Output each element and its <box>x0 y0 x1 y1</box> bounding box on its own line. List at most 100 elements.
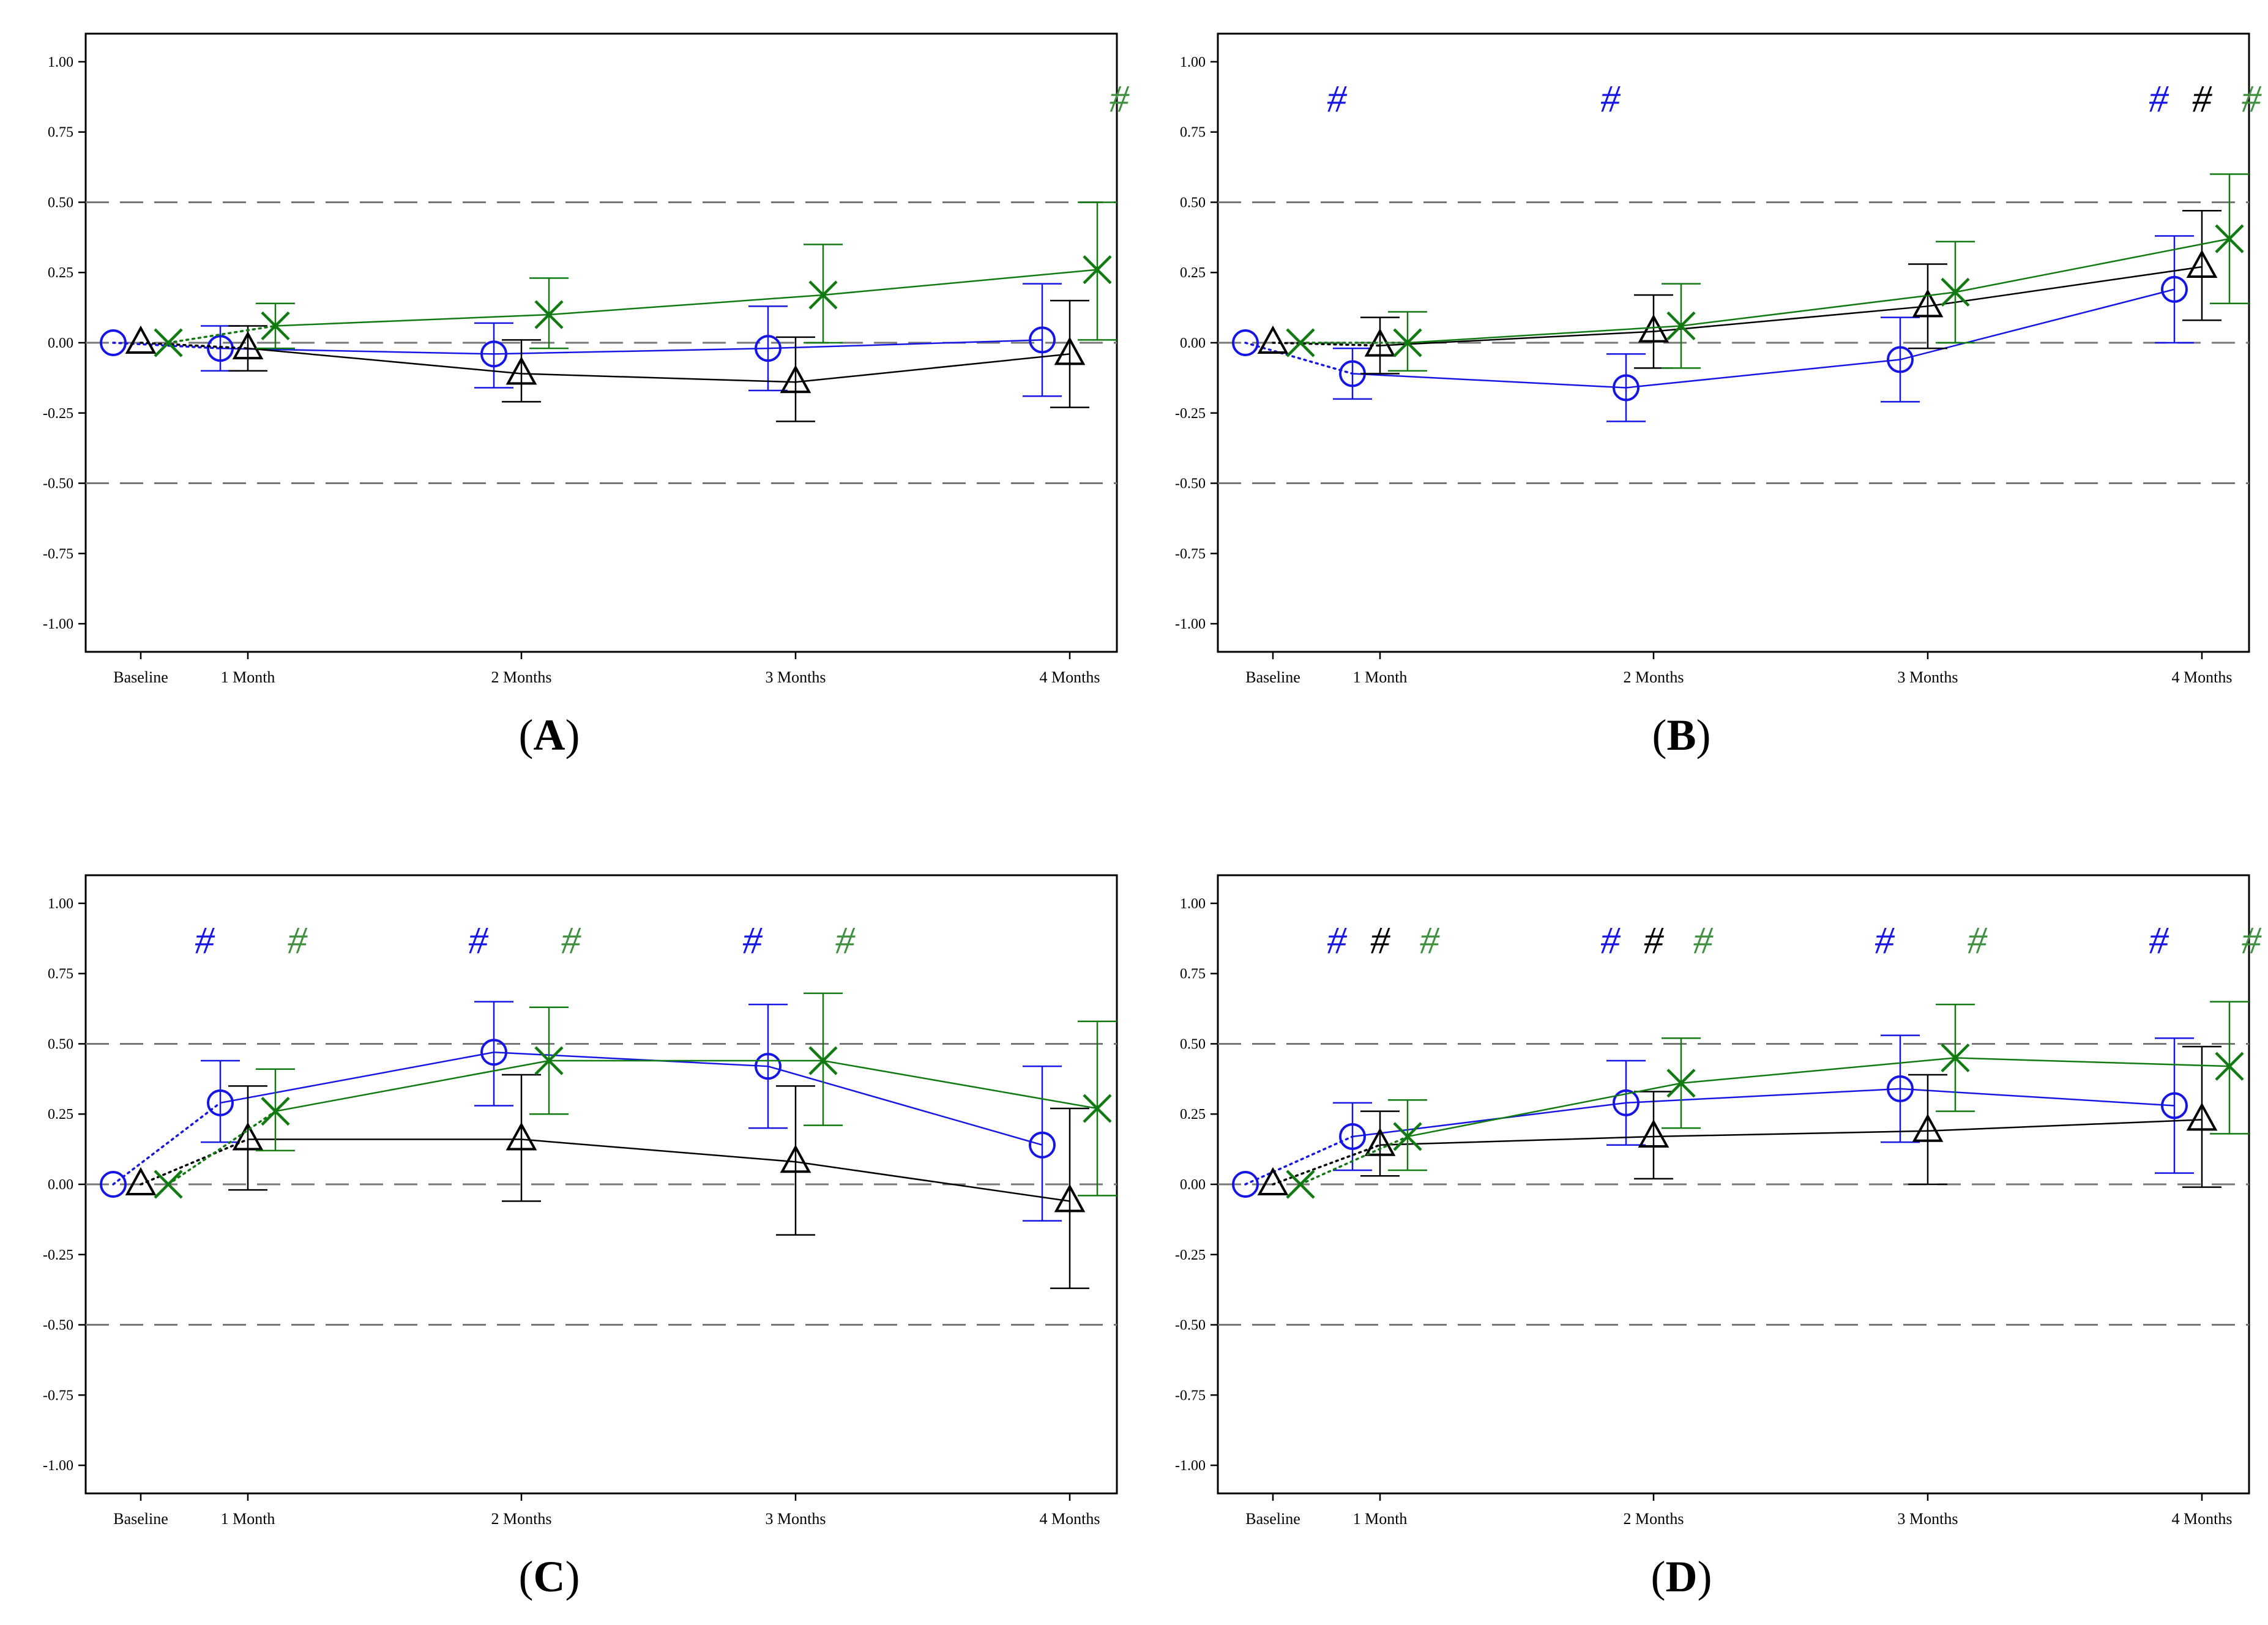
y-tick-label: -0.50 <box>43 476 73 492</box>
significance-mark-cross: # <box>1110 77 1130 121</box>
series-circle-error-bar <box>201 1059 240 1143</box>
y-tick-label: -0.75 <box>1175 1388 1206 1403</box>
y-tick-label: 1.00 <box>1180 54 1206 70</box>
series-circle-error-bar <box>2155 235 2194 344</box>
series-circle-point <box>1232 329 1259 356</box>
cross-stroke <box>1393 328 1422 357</box>
series-circle-error-bar <box>474 322 513 389</box>
series-circle-error-bar <box>2155 1037 2194 1174</box>
y-tick-label: -1.00 <box>43 1458 73 1474</box>
series-circle-point <box>1029 326 1056 354</box>
series-cross-point <box>1083 255 1112 285</box>
significance-mark-cross: # <box>1420 919 1440 962</box>
cross-stroke <box>154 328 183 357</box>
y-tick-label: -0.25 <box>43 406 73 422</box>
series-circle-line <box>1352 1088 2175 1138</box>
series-circle-error-bar <box>474 1001 513 1107</box>
y-tick-label: 0.25 <box>48 265 73 281</box>
series-cross-point <box>534 1046 564 1075</box>
y-tick-label: -0.75 <box>43 546 73 562</box>
series-triangle-point <box>1054 1184 1086 1212</box>
series-cross-point <box>1083 1094 1112 1123</box>
series-cross-line <box>1407 237 2230 344</box>
series-circle-error-bar <box>1881 1034 1920 1143</box>
cross-stroke <box>1083 1094 1112 1123</box>
series-circle-error-bar <box>748 1003 788 1129</box>
series-triangle-error-bar <box>1360 1110 1400 1177</box>
x-tick-label: 3 Months <box>766 1510 826 1528</box>
cross-stroke <box>2215 224 2244 253</box>
x-tick-label: 3 Months <box>766 668 826 686</box>
series-triangle-line <box>1379 266 2203 346</box>
y-tick-label: -1.00 <box>43 616 73 632</box>
cross-stroke <box>1083 255 1112 285</box>
cross-stroke <box>1286 328 1315 357</box>
series-circle-point <box>100 1171 127 1198</box>
series-triangle-point <box>1364 1127 1396 1156</box>
series-circle-point <box>100 329 127 356</box>
y-tick-label: -0.25 <box>1175 406 1206 422</box>
significance-mark-cross: # <box>2242 919 2262 962</box>
series-cross-baseline-segment <box>1299 1135 1409 1186</box>
x-tick-label: Baseline <box>113 668 168 686</box>
y-tick-label: 1.00 <box>48 54 73 70</box>
series-circle-error-bar <box>748 305 788 392</box>
panel-caption-letter: C <box>534 1552 565 1601</box>
series-triangle-baseline-segment <box>140 1138 249 1186</box>
series-triangle-point <box>1638 1119 1669 1148</box>
series-cross-point <box>154 1170 183 1199</box>
y-tick-label: -0.50 <box>43 1318 73 1334</box>
y-tick-label: 0.00 <box>1180 335 1206 351</box>
y-tick-label: 0.50 <box>48 1036 73 1052</box>
cross-stroke <box>1941 277 1970 307</box>
y-tick-label: 0.00 <box>48 335 73 351</box>
series-triangle-point <box>1054 337 1086 365</box>
y-tick-label: -0.50 <box>1175 476 1206 492</box>
series-triangle-error-bar <box>2182 209 2221 321</box>
y-tick-label: -0.25 <box>1175 1247 1206 1263</box>
series-cross-point <box>1666 311 1696 341</box>
y-tick-label: -1.00 <box>1175 1458 1206 1474</box>
series-cross-point <box>534 300 564 329</box>
series-triangle-point <box>1912 1113 1944 1142</box>
series-triangle-error-bar <box>1634 1091 1673 1180</box>
significance-mark-circle: # <box>2149 919 2169 962</box>
x-tick-label: Baseline <box>113 1510 168 1528</box>
cross-stroke <box>1941 1043 1970 1073</box>
cross-stroke <box>808 280 838 310</box>
series-triangle-line <box>247 347 1070 383</box>
x-tick-label: 2 Months <box>491 668 552 686</box>
significance-mark-circle: # <box>1600 919 1621 962</box>
cross-stroke <box>1393 1122 1422 1151</box>
significance-mark-circle: # <box>1327 919 1347 962</box>
y-tick-label: 0.75 <box>48 966 73 982</box>
x-tick-label: 1 Month <box>221 1510 275 1528</box>
significance-mark-cross: # <box>1968 919 1988 962</box>
y-tick-label: -0.75 <box>43 1388 73 1403</box>
x-tick-label: 1 Month <box>1353 668 1408 686</box>
x-tick-label: 2 Months <box>1624 668 1684 686</box>
series-cross-point <box>1666 1069 1696 1098</box>
series-triangle-error-bar <box>776 336 815 422</box>
y-tick-label: 1.00 <box>48 896 73 912</box>
y-tick-label: 1.00 <box>1180 896 1206 912</box>
x-tick-label: 1 Month <box>221 668 275 686</box>
y-tick-label: -1.00 <box>1175 616 1206 632</box>
series-circle-point <box>755 335 781 362</box>
y-tick-label: 0.00 <box>1180 1177 1206 1193</box>
series-triangle-point <box>2186 1102 2218 1131</box>
series-cross-point <box>1941 277 1970 307</box>
series-cross-baseline-segment <box>167 324 277 344</box>
cross-stroke <box>261 1097 290 1126</box>
y-tick-label: 0.50 <box>1180 195 1206 211</box>
series-triangle-point <box>780 365 811 394</box>
series-triangle-error-bar <box>1908 1074 1947 1186</box>
cross-stroke <box>1666 1069 1696 1098</box>
series-triangle-line <box>1379 1119 2203 1146</box>
series-circle-point <box>480 340 507 368</box>
cross-stroke <box>808 1046 838 1075</box>
series-circle-point <box>755 1053 781 1080</box>
series-circle-error-bar <box>1333 1102 1372 1171</box>
x-tick-label: 4 Months <box>2172 1510 2233 1528</box>
